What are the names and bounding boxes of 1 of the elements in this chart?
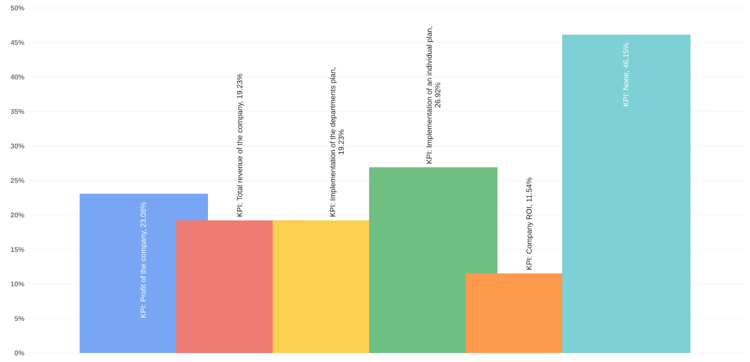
bar <box>562 34 690 353</box>
